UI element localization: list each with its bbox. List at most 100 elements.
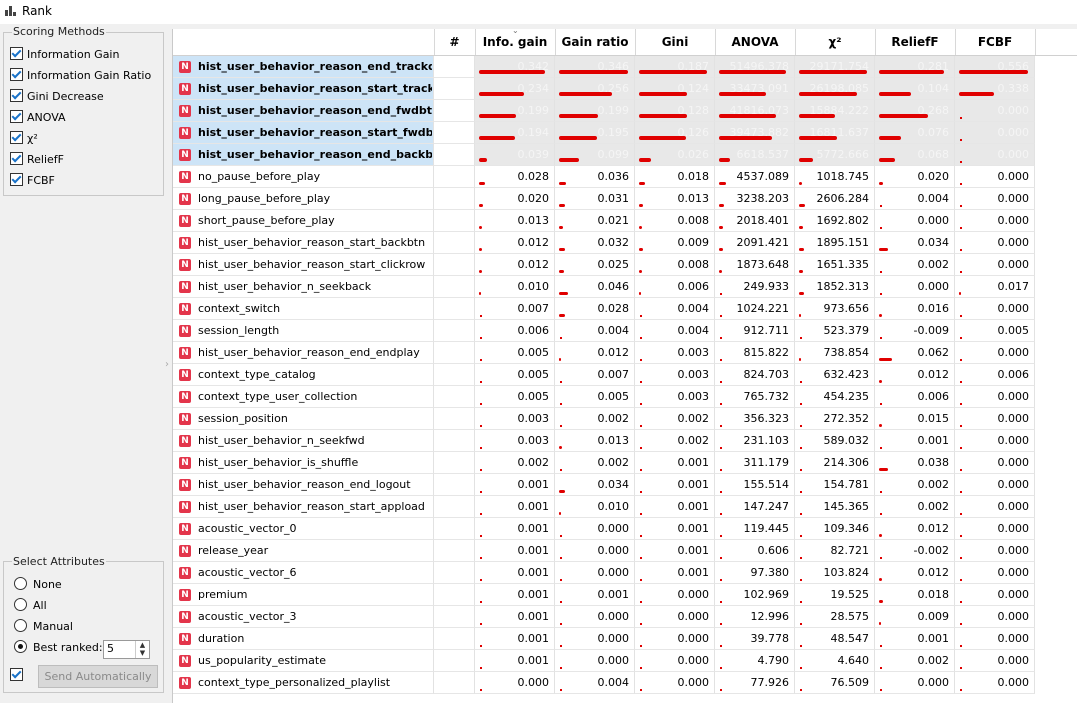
- select-attributes-radio[interactable]: None: [14, 576, 62, 593]
- scoring-method-checkbox[interactable]: Gini Decrease: [10, 88, 104, 105]
- column-header[interactable]: χ²: [795, 29, 876, 55]
- score-value: 0.001: [518, 500, 550, 513]
- score-value: 15884.222: [810, 104, 870, 117]
- score-cell: 0.003: [635, 364, 715, 386]
- score-cell: 231.103: [715, 430, 795, 452]
- column-header[interactable]: FCBF: [955, 29, 1036, 55]
- column-header[interactable]: Gini: [635, 29, 716, 55]
- column-header[interactable]: ANOVA: [715, 29, 796, 55]
- score-value: 0.039: [518, 148, 550, 161]
- column-header[interactable]: Gain ratio: [555, 29, 636, 55]
- score-value: 16811.637: [810, 126, 870, 139]
- score-bar: [800, 601, 802, 603]
- score-value: 824.703: [744, 368, 790, 381]
- scoring-method-checkbox[interactable]: χ²: [10, 130, 38, 147]
- score-bar: [480, 601, 482, 603]
- scoring-method-checkbox[interactable]: Information Gain Ratio: [10, 67, 151, 84]
- score-cell: 2018.401: [715, 210, 795, 232]
- score-cell: 0.000: [635, 584, 715, 606]
- attribute-cell[interactable]: Nhist_user_behavior_reason_start_trackdo…: [173, 78, 434, 100]
- scoring-method-checkbox[interactable]: FCBF: [10, 172, 55, 189]
- score-cell: 0.009: [875, 606, 955, 628]
- scoring-method-checkbox[interactable]: Information Gain: [10, 46, 119, 63]
- select-attributes-radio[interactable]: Best ranked:: [14, 639, 103, 656]
- rank-cell: [434, 650, 475, 672]
- scoring-method-checkbox[interactable]: ReliefF: [10, 151, 64, 168]
- send-automatically-checkbox[interactable]: [10, 668, 27, 682]
- score-value: 0.016: [918, 302, 950, 315]
- splitter-handle-icon[interactable]: ›: [165, 359, 169, 370]
- spin-arrows-icon[interactable]: ▲ ▼: [135, 641, 149, 658]
- score-value: 82.721: [831, 544, 870, 557]
- table-row[interactable]: Nhist_user_behavior_reason_start_trackdo…: [173, 78, 1077, 100]
- header-attribute[interactable]: [173, 29, 435, 55]
- best-ranked-spinbox[interactable]: 5 ▲ ▼: [103, 640, 150, 659]
- score-bar: [800, 513, 802, 515]
- column-header[interactable]: #: [434, 29, 476, 55]
- column-header[interactable]: ReliefF: [875, 29, 956, 55]
- table-row[interactable]: Nhist_user_behavior_reason_end_trackdone…: [173, 56, 1077, 78]
- score-cell: 0.187: [635, 56, 715, 78]
- send-automatically-button[interactable]: Send Automatically: [38, 665, 158, 688]
- select-attributes-radio[interactable]: All: [14, 597, 47, 614]
- score-value: 0.000: [998, 632, 1030, 645]
- scoring-method-checkbox[interactable]: ANOVA: [10, 109, 66, 126]
- select-attributes-radio[interactable]: Manual: [14, 618, 73, 635]
